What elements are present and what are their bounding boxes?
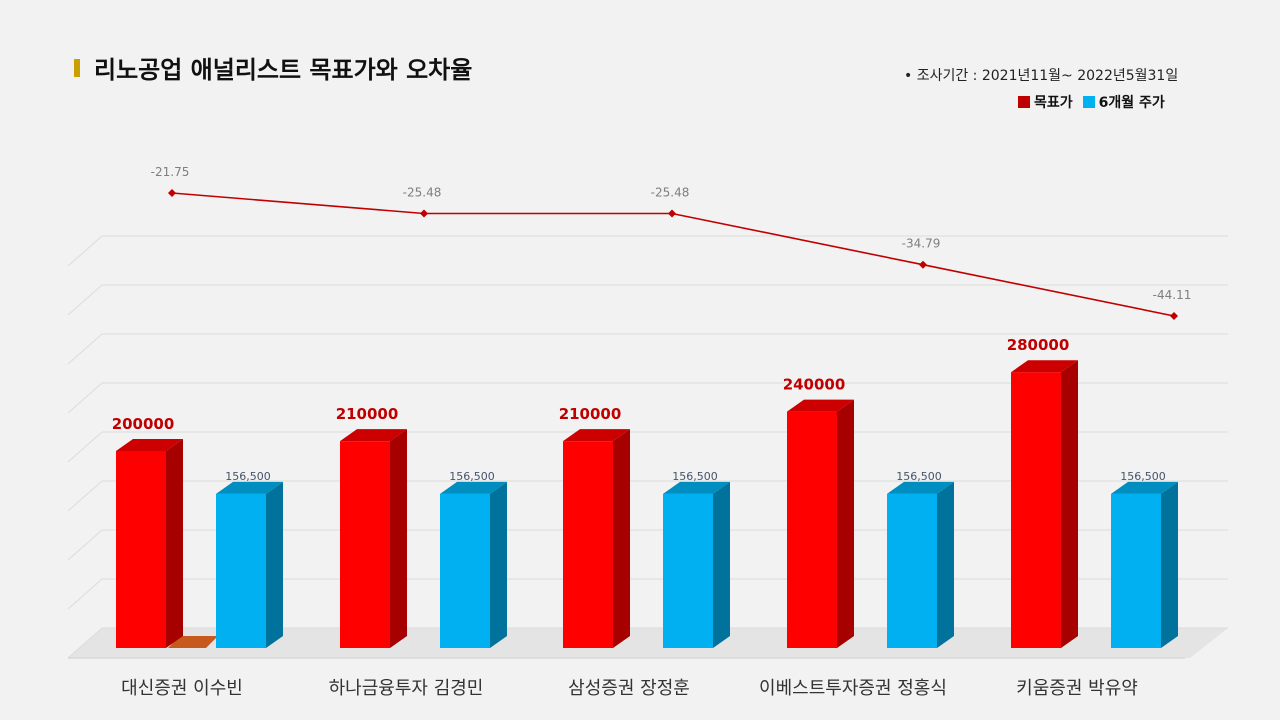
- bar-price-side: [1161, 481, 1178, 648]
- legend-label-price: 6개월 주가: [1098, 95, 1165, 111]
- error-rate-point: [668, 209, 676, 218]
- bar-price-top: [440, 481, 507, 494]
- gridline-side: [67, 382, 103, 414]
- data-label-price: 156,500: [449, 470, 495, 483]
- bar-target-side: [166, 439, 183, 648]
- bar-price-front: [216, 493, 266, 648]
- category-label: 대신증권 이수빈: [121, 678, 243, 699]
- data-label-target: 210000: [559, 405, 622, 423]
- error-rate-label: -44.11: [1153, 288, 1192, 302]
- category-label: 삼성증권 장정훈: [568, 678, 690, 699]
- bar-price-front: [440, 493, 490, 648]
- data-label-price: 156,500: [225, 470, 271, 483]
- gridline-side: [67, 333, 103, 365]
- bar-price-top: [216, 481, 283, 494]
- category-label: 키움증권 박유약: [1016, 678, 1138, 699]
- bar-target-front: [1011, 372, 1061, 648]
- bar-price-top: [887, 481, 954, 494]
- error-rate-label: -25.48: [651, 186, 690, 200]
- bar-target-top: [787, 399, 854, 412]
- bar-target-top: [116, 439, 183, 451]
- data-label-price: 156,500: [672, 470, 718, 483]
- gridline-side: [67, 480, 103, 512]
- category-label: 하나금융투자 김경민: [329, 678, 484, 699]
- gridline-side: [67, 431, 103, 463]
- chart-title: 리노공업 애널리스트 목표가와 오차율: [94, 56, 473, 84]
- gridline-side: [67, 529, 103, 561]
- category-label: 이베스트투자증권 정홍식: [759, 678, 947, 699]
- data-label-target: 240000: [783, 376, 846, 394]
- bar-price-side: [266, 481, 283, 648]
- data-label-price: 156,500: [896, 470, 942, 483]
- legend-swatch-price: [1082, 96, 1095, 108]
- error-rate-label: -34.79: [902, 237, 941, 251]
- data-label-target: 210000: [336, 405, 399, 423]
- data-label-price: 156,500: [1120, 470, 1166, 483]
- bar-price-side: [937, 481, 954, 648]
- data-label-target: 280000: [1007, 336, 1070, 354]
- error-rate-point: [420, 209, 428, 218]
- gridline-side: [67, 235, 103, 267]
- gridline-side: [67, 578, 103, 610]
- bar-target-front: [340, 441, 390, 648]
- bar-target-top: [563, 429, 630, 442]
- bar-target-front: [787, 411, 837, 648]
- bar-target-top: [340, 429, 407, 442]
- error-rate-label: -25.48: [403, 186, 442, 200]
- error-rate-label: -21.75: [151, 165, 190, 179]
- legend-label-target: 목표가: [1034, 95, 1073, 111]
- bar-target-front: [116, 451, 166, 648]
- legend-item-target: 목표가: [1018, 92, 1073, 112]
- error-rate-point: [1170, 312, 1178, 320]
- data-label-target: 200000: [112, 415, 175, 433]
- gridline-side: [67, 627, 103, 659]
- legend-item-price: 6개월 주가: [1082, 92, 1165, 112]
- bar-target-side: [1061, 360, 1078, 648]
- bar-target-side: [837, 399, 854, 648]
- floor-marker: [168, 636, 218, 648]
- bar-target-front: [563, 441, 613, 648]
- bar-price-front: [663, 493, 713, 648]
- bar-price-side: [713, 481, 730, 648]
- bar-price-side: [490, 481, 507, 648]
- error-rate-point: [168, 189, 176, 197]
- error-rate-point: [919, 260, 927, 269]
- bar-price-top: [663, 481, 730, 494]
- bar-price-front: [887, 493, 937, 648]
- bar-target-side: [390, 429, 407, 648]
- title-accent-bar: [74, 59, 80, 77]
- survey-period: • 조사기간 : 2021년11월~ 2022년5월31일: [904, 68, 1179, 84]
- bar-target-side: [613, 429, 630, 648]
- bar-price-front: [1111, 493, 1161, 648]
- bar-target-top: [1011, 360, 1078, 373]
- gridline-side: [67, 284, 103, 316]
- bar-price-top: [1111, 481, 1178, 494]
- legend-swatch-target: [1018, 96, 1030, 108]
- legend: 목표가 6개월 주가: [1018, 92, 1171, 112]
